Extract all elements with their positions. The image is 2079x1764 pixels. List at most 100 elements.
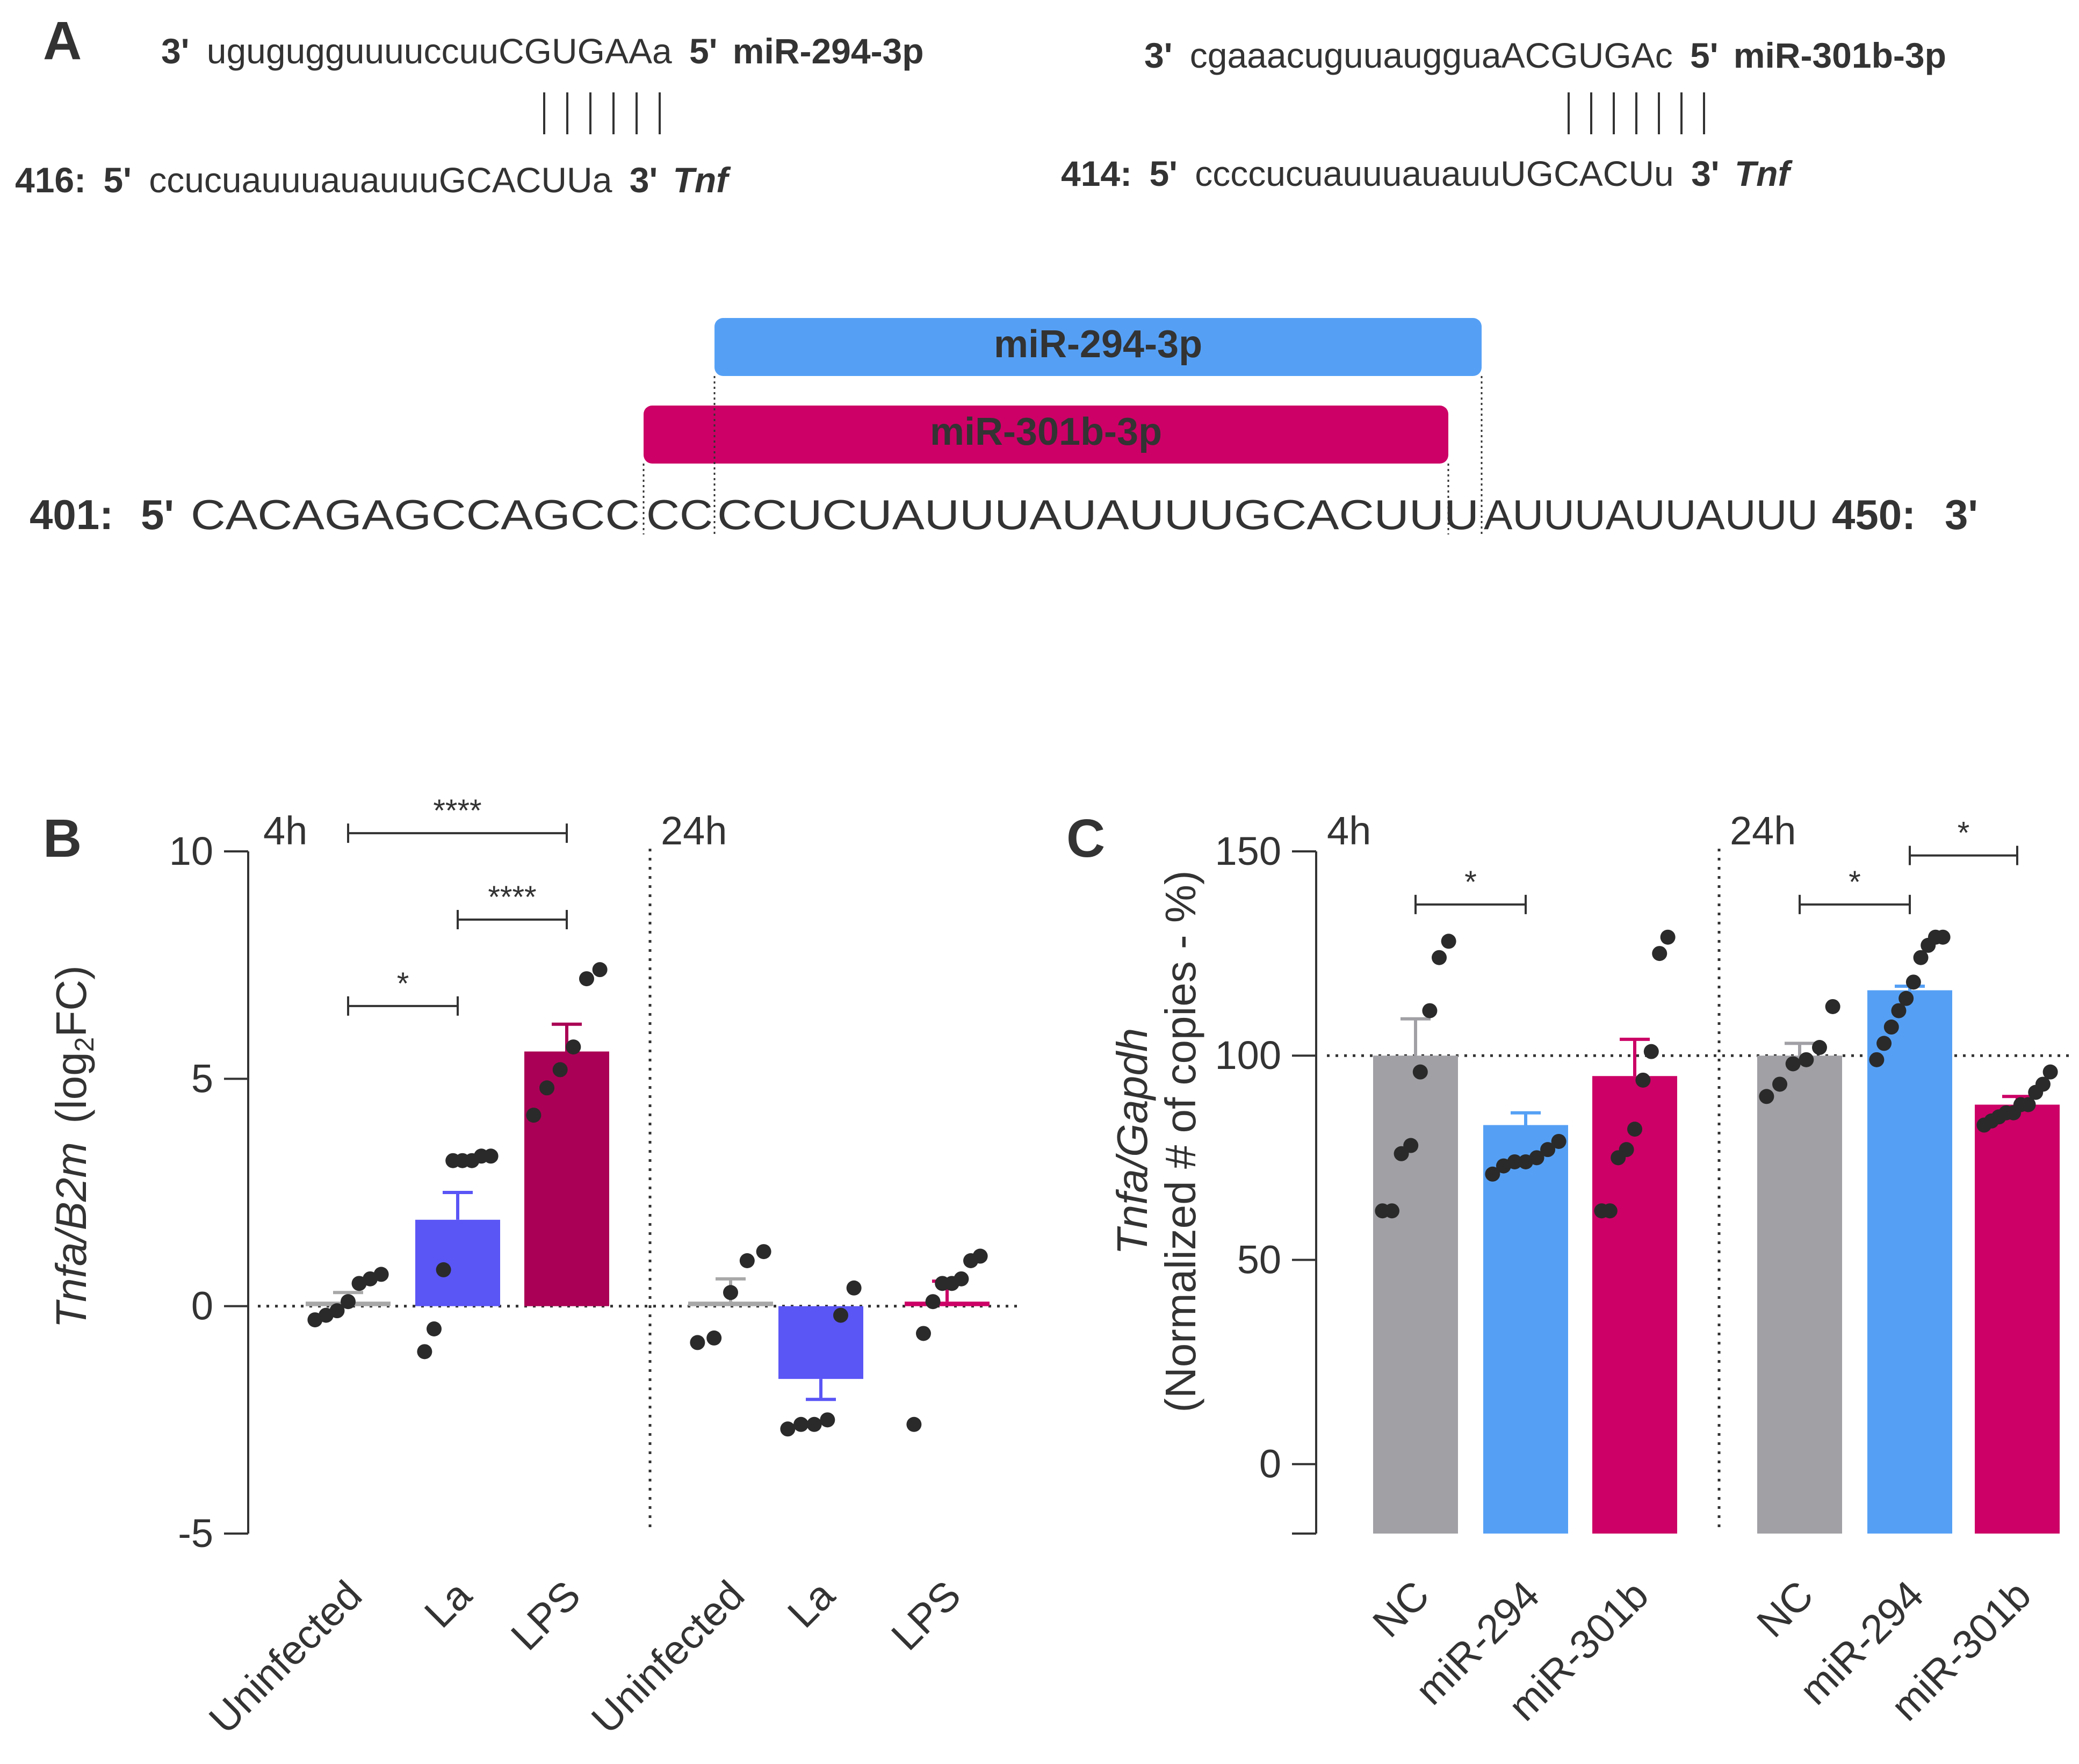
seq-end-end: 3': [1945, 491, 1978, 538]
data-point: [373, 1267, 389, 1282]
seq-end-position: 450:: [1832, 491, 1916, 538]
significance-label: *: [1464, 865, 1477, 900]
panel-b-ylabel-italic: Tnfa/B2m: [47, 1142, 95, 1328]
data-point: [780, 1421, 796, 1437]
data-point: [1507, 1154, 1522, 1169]
data-point: [690, 1335, 705, 1350]
data-point: [1485, 1166, 1500, 1182]
category-label: NC: [1364, 1572, 1438, 1646]
significance-label: ****: [488, 880, 536, 915]
significance-label: *: [1958, 816, 1970, 851]
data-point: [723, 1285, 738, 1300]
data-point: [1825, 999, 1840, 1014]
y-tick-label: 0: [1259, 1442, 1281, 1486]
category-label: Uninfected: [583, 1572, 753, 1743]
data-point: [1384, 1203, 1399, 1219]
y-tick-label: 50: [1237, 1237, 1281, 1282]
y-tick-label: 10: [169, 829, 213, 873]
data-point: [1905, 974, 1921, 990]
bar: [524, 1051, 609, 1306]
tnf414-position: 414:: [1061, 154, 1132, 193]
tnf414-end3: 3': [1691, 154, 1719, 193]
tnf-sequence-line: 401: 5' CACAGAGCCAGCC CC CCUCUAUUUAUAUUU…: [30, 491, 1978, 538]
data-point: [1441, 934, 1456, 949]
mir294-end3: 3': [161, 31, 189, 71]
tnf414-end5: 5': [1149, 154, 1177, 193]
data-point: [925, 1294, 941, 1310]
data-point: [1412, 1064, 1428, 1080]
data-point: [1602, 1203, 1618, 1219]
panel-b-ylabel: Tnfa/B2m (log2FC): [47, 965, 99, 1328]
tnf414-gene: Tnf: [1735, 154, 1793, 193]
data-point: [906, 1416, 922, 1432]
data-point: [1627, 1122, 1642, 1137]
significance-label: *: [397, 966, 409, 1001]
site-guide-lines: [643, 376, 1483, 534]
significance-label: *: [1849, 865, 1861, 900]
tnf416-duplex-line: 416: 5' ccucuauuuauauuuGCACUUa 3' Tnf: [15, 160, 731, 200]
data-point: [1635, 1072, 1651, 1088]
y-tick-label: -5: [178, 1511, 213, 1556]
panel-c-label: C: [1066, 808, 1105, 869]
panel-a-label: A: [43, 11, 82, 71]
data-point: [526, 1108, 542, 1123]
mir294-duplex-line: 3' ugugugguuuuccuuCGUGAAa 5' miR-294-3p: [161, 31, 924, 71]
group-label: 24h: [1730, 808, 1796, 853]
tnf416-gene: Tnf: [673, 160, 732, 200]
panel-a: A 3' ugugugguuuuccuuCGUGAAa 5' miR-294-3…: [15, 11, 1978, 538]
data-point: [954, 1271, 969, 1286]
panel-c-ylabel-italic: Tnfa/Gapdh: [1108, 1028, 1156, 1255]
data-point: [1772, 1076, 1788, 1092]
seq-segment-c: CCUCUAUUUAUAUUUGCACUUU: [717, 491, 1479, 538]
data-point: [1432, 950, 1447, 965]
tnf416-seq-upper: GCACUU: [439, 160, 593, 200]
data-point: [436, 1262, 451, 1277]
tnf416-end5: 5': [103, 160, 131, 200]
seq-segment-d: AUUUAUUAUUU: [1484, 491, 1818, 538]
data-point: [972, 1248, 988, 1264]
data-point: [1785, 1056, 1801, 1072]
bar: [778, 1306, 863, 1379]
data-point: [1551, 1133, 1567, 1149]
mir294-seq-upper: CGUGAA: [499, 31, 652, 71]
data-point: [1883, 1020, 1899, 1035]
data-point: [1652, 946, 1667, 961]
panel-c: C Tnfa/Gapdh (Normalized # of copies - %…: [1066, 808, 2074, 1730]
data-point: [2035, 1076, 2051, 1092]
mir294-seq-tail: a: [652, 31, 672, 71]
tnf416-end3: 3': [630, 160, 658, 200]
data-point: [1891, 1003, 1907, 1018]
data-point: [1529, 1150, 1544, 1166]
panel-b-ylabel-sub: 2: [69, 1037, 99, 1052]
bar: [1483, 1125, 1568, 1534]
seq-start-position: 401:: [30, 491, 113, 538]
tnf416-seq-tail: a: [593, 160, 612, 200]
seq-segment-b: CC: [646, 491, 713, 538]
data-point: [483, 1148, 499, 1164]
mir301b-seq-upper: CGUGA: [1525, 35, 1655, 75]
y-tick-label: 5: [191, 1056, 213, 1101]
group-label: 24h: [661, 808, 727, 853]
group-label: 4h: [263, 808, 307, 853]
bar: [905, 1302, 990, 1306]
data-point: [1799, 1052, 1814, 1067]
panel-b: B Tnfa/B2m (log2FC) 10 5 0 -5 4h Uninfected La…: [43, 793, 1018, 1743]
data-point: [1422, 1003, 1438, 1018]
data-point: [1403, 1138, 1419, 1153]
mir301b-site-label: miR-301b-3p: [930, 410, 1162, 453]
category-label: La: [779, 1572, 843, 1636]
data-point: [1759, 1089, 1774, 1104]
mir301b-duplex-line: 3' cgaaacuguuaugguaACGUGAc 5' miR-301b-3…: [1144, 35, 1946, 75]
category-label: Uninfected: [200, 1572, 371, 1743]
data-point: [1913, 950, 1929, 965]
category-label: NC: [1748, 1572, 1822, 1646]
mir294-site-label: miR-294-3p: [994, 323, 1202, 366]
panel-b-ylabel-end: FC): [47, 965, 95, 1037]
bar: [1975, 1104, 2060, 1534]
category-label: La: [416, 1572, 480, 1636]
tnf414-seq-lower: ccccucuauuuauauuU: [1195, 154, 1526, 193]
y-tick-label: 150: [1215, 829, 1281, 873]
bar: [1867, 990, 1952, 1534]
mir301b-seq-tail: c: [1655, 35, 1673, 75]
